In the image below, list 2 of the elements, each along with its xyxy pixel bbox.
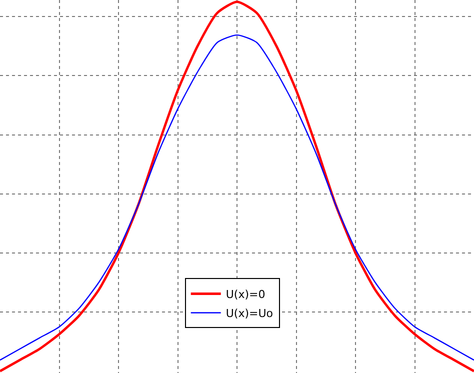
legend-label: U(x)=0 (226, 288, 266, 302)
legend-label: U(x)=Uo (226, 307, 274, 320)
